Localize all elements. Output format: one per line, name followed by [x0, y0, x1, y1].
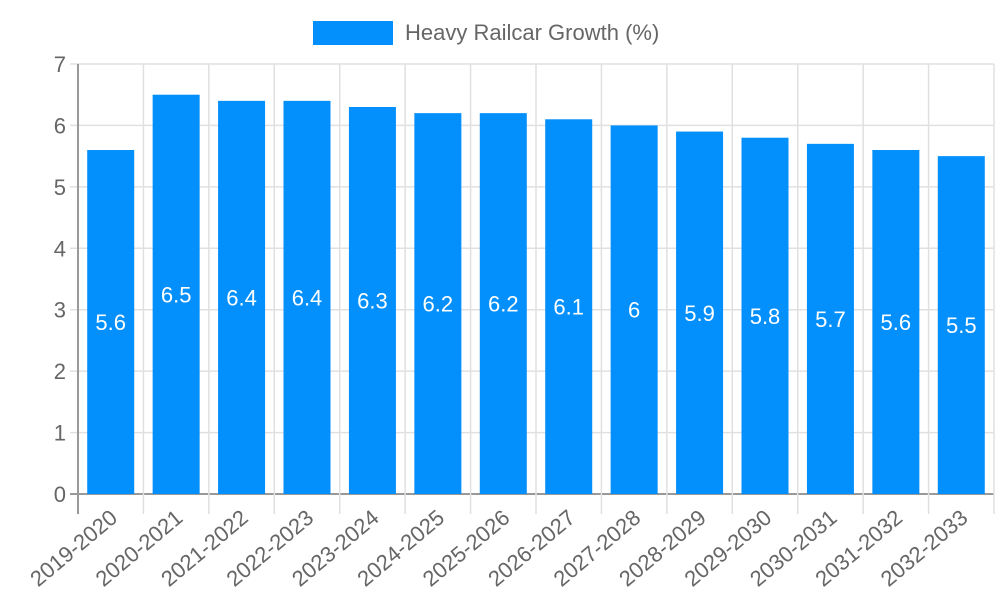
bar[interactable] [545, 119, 593, 495]
bar-value-label: 6.3 [357, 289, 388, 314]
bar[interactable] [87, 150, 135, 494]
bar[interactable] [806, 143, 854, 494]
y-tick-label: 7 [54, 52, 66, 77]
bar[interactable] [348, 107, 396, 494]
y-tick-label: 6 [54, 113, 66, 138]
bar-value-label: 6 [628, 298, 640, 323]
bar-value-label: 6.1 [553, 295, 584, 320]
bar-value-label: 5.5 [946, 313, 977, 338]
y-tick-label: 4 [54, 236, 66, 261]
bar-value-label: 6.4 [226, 285, 257, 310]
legend-label: Heavy Railcar Growth (%) [405, 20, 660, 45]
bar-value-label: 6.4 [292, 285, 323, 310]
bar[interactable] [872, 150, 920, 494]
y-tick-label: 2 [54, 359, 66, 384]
bar-value-label: 5.8 [750, 304, 781, 329]
bar-value-label: 5.6 [881, 310, 912, 335]
y-tick-label: 5 [54, 175, 66, 200]
y-tick-label: 3 [54, 298, 66, 323]
bar[interactable] [937, 156, 985, 494]
bar-value-label: 6.5 [161, 282, 192, 307]
bar[interactable] [676, 131, 724, 495]
bar-value-label: 5.7 [815, 307, 846, 332]
legend[interactable]: Heavy Railcar Growth (%) [313, 20, 659, 46]
bar-value-label: 5.6 [95, 310, 126, 335]
y-tick-label: 0 [54, 482, 66, 507]
bar-value-label: 6.2 [488, 292, 519, 317]
bar[interactable] [414, 113, 462, 495]
bar[interactable] [152, 94, 200, 494]
legend-swatch [313, 21, 393, 45]
bar[interactable] [741, 137, 789, 494]
bar-value-label: 6.2 [423, 292, 454, 317]
y-tick-label: 1 [54, 421, 66, 446]
bar[interactable] [479, 113, 527, 495]
bar[interactable] [283, 100, 331, 494]
bar-value-label: 5.9 [684, 301, 715, 326]
bar[interactable] [610, 125, 658, 494]
bar[interactable] [218, 100, 266, 494]
